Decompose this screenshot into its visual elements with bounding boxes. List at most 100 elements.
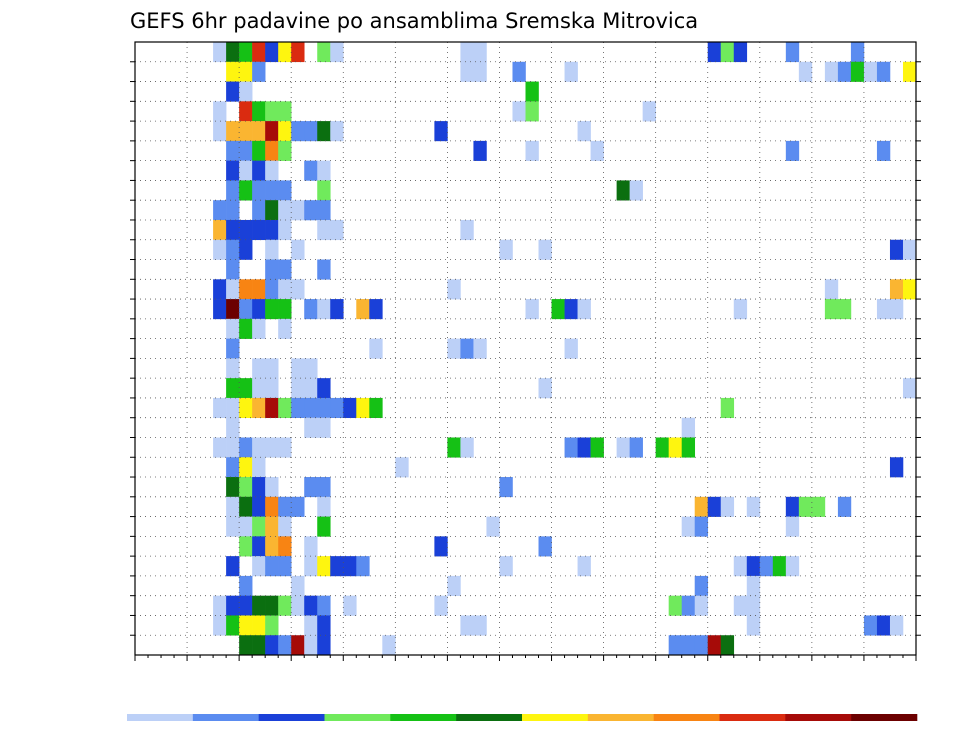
precip-cell	[590, 437, 604, 458]
precip-cell	[681, 635, 696, 656]
precip-cell	[317, 496, 331, 517]
precip-cell	[239, 496, 253, 517]
precip-cell	[382, 635, 396, 656]
precip-cell	[746, 575, 761, 596]
precip-cell	[226, 259, 240, 280]
precip-cell	[434, 121, 448, 142]
precip-cell	[525, 81, 539, 102]
precip-cell	[304, 378, 318, 399]
precip-cell	[304, 160, 318, 181]
precip-cell	[304, 121, 318, 142]
precip-cell	[278, 219, 292, 241]
precip-cell	[837, 496, 852, 517]
precip-cell	[317, 595, 331, 616]
precip-cell	[317, 556, 331, 577]
precip-cell	[304, 299, 318, 320]
precip-cell	[304, 358, 318, 379]
precip-cell	[629, 180, 643, 201]
precip-cell	[720, 42, 735, 63]
precip-cell	[317, 121, 331, 142]
precip-cell	[317, 397, 331, 419]
precip-cell	[278, 635, 292, 656]
precip-cell	[564, 299, 578, 320]
precip-cell	[226, 121, 240, 142]
chart-title: GEFS 6hr padavine po ansamblima Sremska …	[130, 9, 698, 33]
precip-cell	[226, 61, 240, 82]
precip-cell	[356, 556, 370, 577]
precip-cell	[265, 556, 279, 577]
precip-cell	[681, 417, 696, 438]
precip-cell	[304, 595, 318, 616]
precip-cell	[798, 496, 813, 517]
precip-cell	[239, 140, 253, 161]
colorbar-segment	[127, 714, 194, 721]
precip-cell	[265, 219, 279, 241]
precip-cell	[785, 140, 800, 161]
precip-cell	[304, 556, 318, 577]
precip-cell	[460, 338, 474, 359]
precip-cell	[447, 575, 461, 596]
precip-cell	[226, 615, 240, 636]
precip-cell	[252, 536, 266, 557]
precip-cell	[226, 556, 240, 577]
precip-cell	[746, 556, 761, 577]
precip-cell	[720, 635, 735, 656]
precip-cell	[798, 61, 813, 82]
precip-cell	[538, 239, 552, 260]
cells-layer	[213, 42, 917, 656]
precip-cell	[252, 496, 266, 517]
precip-cell	[291, 378, 305, 399]
precip-cell	[239, 81, 253, 102]
precip-cell	[278, 279, 292, 300]
precip-cell	[447, 279, 461, 300]
precip-cell	[239, 595, 253, 616]
precip-cell	[239, 279, 253, 300]
precip-cell	[239, 397, 253, 419]
precip-cell	[330, 42, 344, 63]
precip-cell	[278, 318, 292, 339]
colorbar-segment	[522, 714, 589, 721]
precip-cell	[239, 42, 253, 63]
precip-cell	[239, 457, 253, 478]
precip-cell	[226, 42, 240, 63]
precip-cell	[278, 437, 292, 458]
precip-cell	[265, 299, 279, 320]
precip-cell	[239, 615, 253, 636]
precip-cell	[213, 279, 227, 300]
precip-cell	[239, 575, 253, 596]
precip-cell	[278, 140, 292, 161]
colorbar-segment	[324, 714, 391, 721]
precip-cell	[239, 318, 253, 339]
precip-cell	[642, 101, 656, 122]
precip-cell	[746, 595, 761, 616]
precip-cell	[499, 556, 513, 577]
precip-cell	[460, 219, 474, 241]
precip-cell	[226, 81, 240, 102]
precip-cell	[278, 595, 292, 616]
precip-cell	[564, 338, 578, 359]
precip-cell	[278, 556, 292, 577]
precip-cell	[330, 397, 344, 419]
precip-cell	[291, 397, 305, 419]
precip-cell	[746, 496, 761, 517]
precip-cell	[317, 516, 331, 537]
precip-cell	[694, 635, 709, 656]
precip-cell	[239, 477, 253, 498]
precip-cell	[239, 635, 253, 656]
precip-cell	[317, 477, 331, 498]
precip-cell	[785, 516, 800, 537]
colorbar-segment	[390, 714, 457, 721]
precip-cell	[512, 101, 526, 122]
precip-cell	[694, 496, 709, 517]
precip-cell	[824, 61, 839, 82]
precip-cell	[356, 397, 370, 419]
precip-cell	[343, 595, 357, 616]
precip-cell	[473, 61, 487, 82]
precip-cell	[265, 615, 279, 636]
precip-cell	[538, 378, 552, 399]
precip-cell	[239, 61, 253, 82]
precip-cell	[330, 556, 344, 577]
precip-cell	[317, 615, 331, 636]
precip-cell	[564, 61, 578, 82]
precip-cell	[265, 200, 279, 221]
